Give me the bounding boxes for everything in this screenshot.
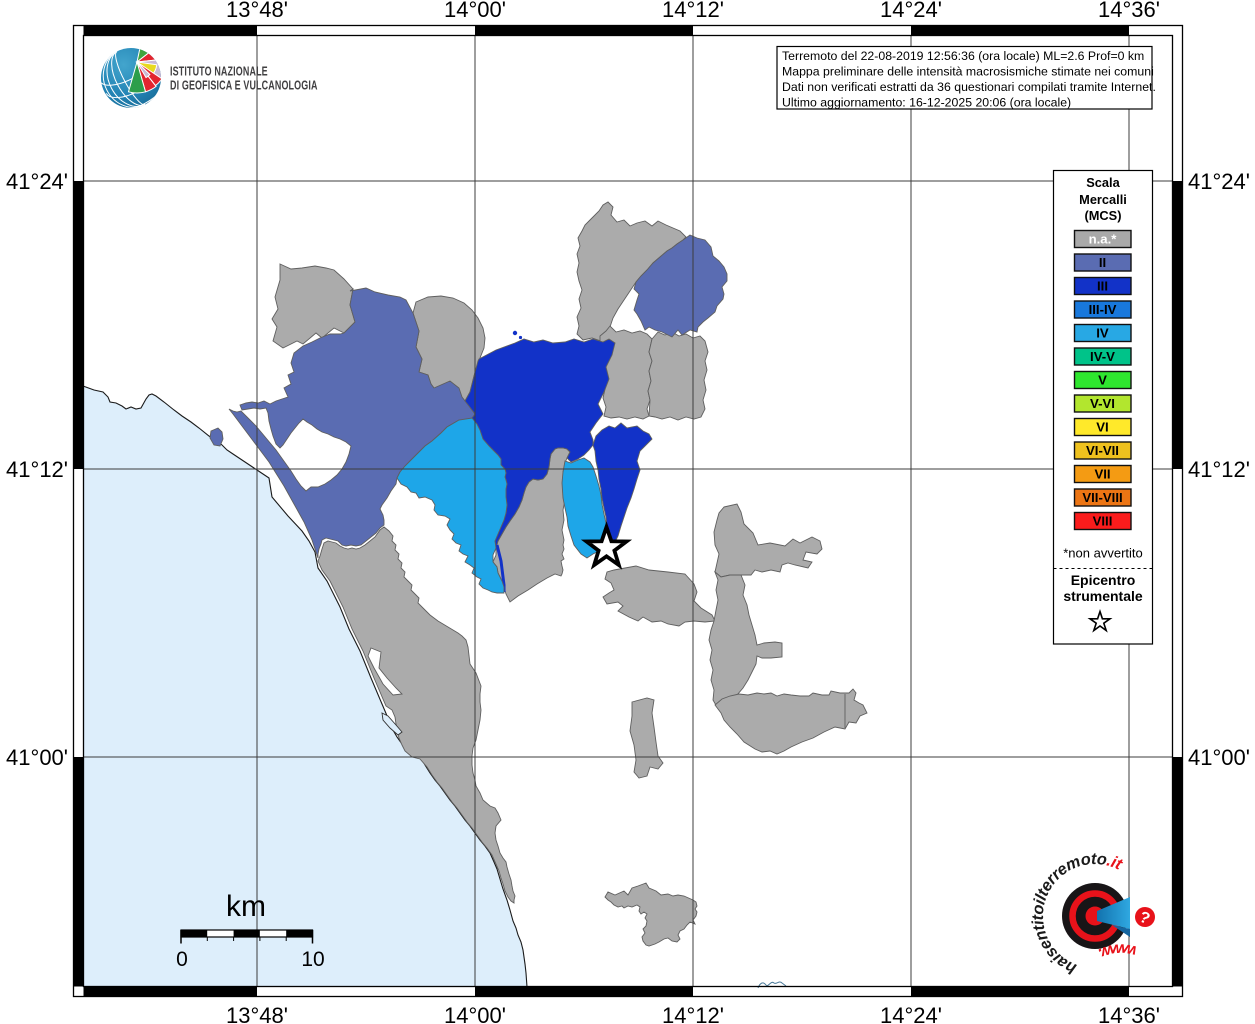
svg-text:41°00': 41°00' xyxy=(6,745,68,770)
svg-text:Mercalli: Mercalli xyxy=(1079,192,1127,207)
svg-text:VII-VIII: VII-VIII xyxy=(1082,490,1122,505)
svg-text:14°24': 14°24' xyxy=(880,0,942,22)
svg-text:14°12': 14°12' xyxy=(662,1003,724,1024)
svg-text:www.: www. xyxy=(1095,940,1138,962)
svg-text:Ultimo aggiornamento: 16-12-20: Ultimo aggiornamento: 16-12-2025 20:06 (… xyxy=(782,96,1071,110)
svg-text:41°24': 41°24' xyxy=(6,169,68,194)
svg-text:Terremoto del 22-08-2019 12:56: Terremoto del 22-08-2019 12:56:36 (ora l… xyxy=(782,49,1144,63)
svg-text:14°24': 14°24' xyxy=(880,1003,942,1024)
svg-text:Mappa preliminare delle intens: Mappa preliminare delle intensità macros… xyxy=(782,65,1154,79)
svg-text:III-IV: III-IV xyxy=(1089,302,1117,317)
svg-text:Epicentro: Epicentro xyxy=(1071,572,1136,588)
svg-text:13°48': 13°48' xyxy=(226,1003,288,1024)
svg-text:VI: VI xyxy=(1096,420,1108,435)
svg-text:41°00': 41°00' xyxy=(1188,745,1250,770)
svg-text:0: 0 xyxy=(176,948,188,971)
svg-text:13°48': 13°48' xyxy=(226,0,288,22)
svg-text:VII: VII xyxy=(1094,467,1110,482)
svg-text:(MCS): (MCS) xyxy=(1085,208,1122,223)
svg-text:Scala: Scala xyxy=(1086,175,1120,190)
svg-text:ISTITUTO NAZIONALE: ISTITUTO NAZIONALE xyxy=(170,65,268,79)
svg-text:VIII: VIII xyxy=(1093,514,1113,529)
svg-text:n.a.*: n.a.* xyxy=(1089,232,1118,247)
svg-text:*non avvertito: *non avvertito xyxy=(1063,546,1143,561)
svg-text:14°00': 14°00' xyxy=(444,0,506,22)
svg-text:strumentale: strumentale xyxy=(1063,588,1143,604)
svg-text:14°12': 14°12' xyxy=(662,0,724,22)
svg-text:IV: IV xyxy=(1096,326,1109,341)
svg-text:14°36': 14°36' xyxy=(1098,1003,1160,1024)
svg-text:km: km xyxy=(226,890,266,923)
svg-text:DI GEOFISICA E VULCANOLOGIA: DI GEOFISICA E VULCANOLOGIA xyxy=(170,79,318,93)
svg-text:V-VI: V-VI xyxy=(1090,396,1115,411)
svg-text:10: 10 xyxy=(301,948,324,971)
svg-text:41°12': 41°12' xyxy=(1188,457,1250,482)
svg-text:III: III xyxy=(1097,279,1108,294)
svg-text:VI-VII: VI-VII xyxy=(1086,443,1119,458)
svg-text:Dati non verificati estratti d: Dati non verificati estratti da 36 quest… xyxy=(782,80,1156,94)
svg-text:V: V xyxy=(1098,373,1107,388)
svg-text:41°12': 41°12' xyxy=(6,457,68,482)
svg-text:14°36': 14°36' xyxy=(1098,0,1160,22)
svg-text:II: II xyxy=(1099,255,1106,270)
svg-text:41°24': 41°24' xyxy=(1188,169,1250,194)
svg-text:14°00': 14°00' xyxy=(444,1003,506,1024)
svg-text:IV-V: IV-V xyxy=(1090,349,1115,364)
